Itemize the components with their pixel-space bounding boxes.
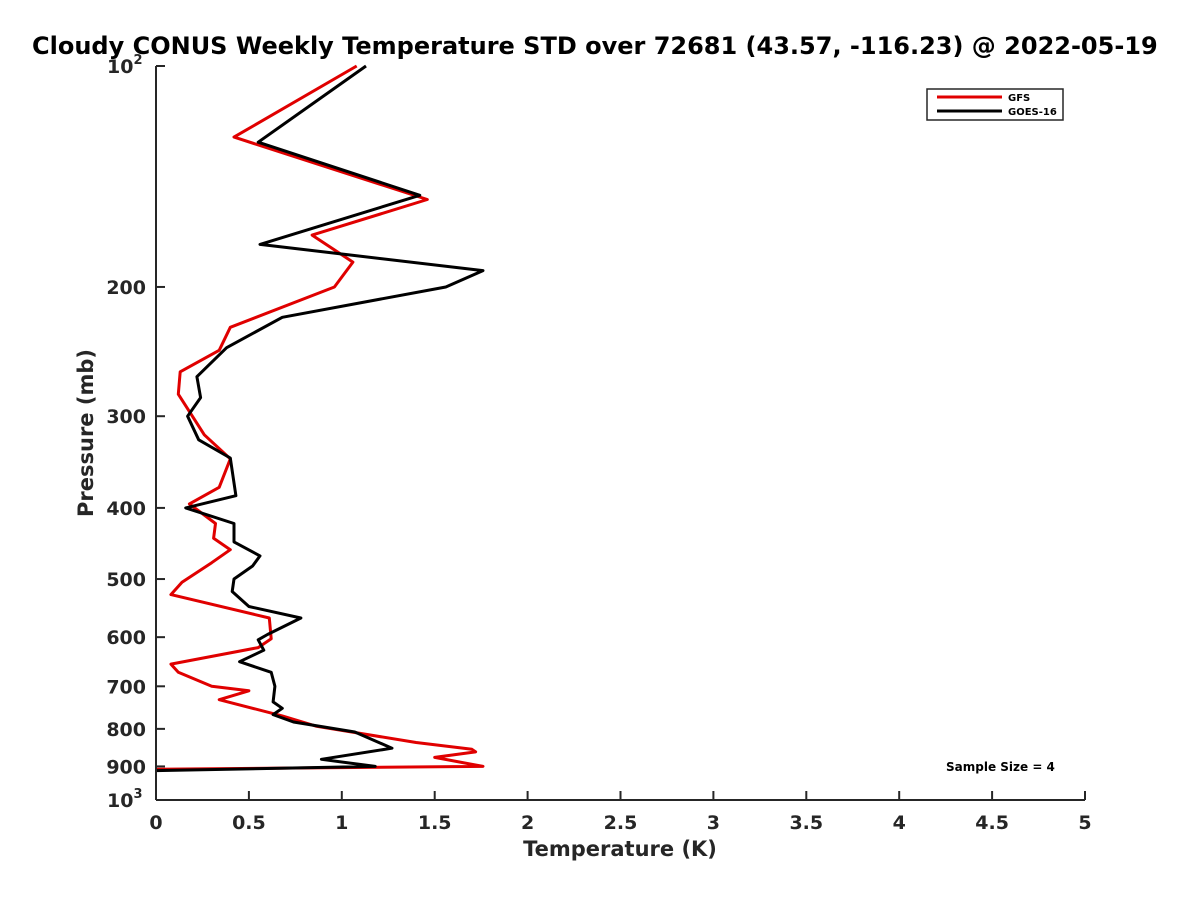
legend-box [926,88,1064,121]
x-axis-ticks: 0 0.5 1 1.5 2 2.5 3 3.5 4 4.5 5 [149,791,1092,834]
series-line-gfs [155,64,485,771]
x-tick-label: 5 [1078,812,1091,834]
y-tick-label: 800 [106,719,146,741]
y-tick-label: 400 [106,498,146,520]
y-tick-label: 102 [107,53,143,78]
y-axis-label: Pressure (mb) [74,349,98,517]
axes [155,66,1085,801]
legend: GFS GOES-16 [926,88,1064,121]
x-tick-label: 4 [893,812,906,834]
series-line-goes-16 [155,64,485,773]
x-tick-label: 2 [521,812,534,834]
legend-label: GOES-16 [1008,107,1057,118]
y-tick-label: 103 [107,787,143,812]
y-tick-label: 500 [106,569,146,591]
x-tick-label: 2.5 [604,812,638,834]
y-tick-label: 200 [106,277,146,299]
series-layer [155,64,485,773]
y-axis-ticks: 102 200 300 400 500 600 700 800 900 103 [106,53,165,812]
x-axis-label: Temperature (K) [523,837,717,861]
x-tick-label: 1 [335,812,348,834]
sample-size-annotation: Sample Size = 4 [946,760,1055,774]
legend-label: GFS [1008,93,1030,104]
x-tick-label: 4.5 [975,812,1009,834]
x-tick-label: 0.5 [232,812,266,834]
x-tick-label: 3 [707,812,720,834]
x-tick-label: 3.5 [789,812,823,834]
y-tick-label: 600 [106,627,146,649]
chart-title: Cloudy CONUS Weekly Temperature STD over… [32,32,1158,60]
x-tick-label: 0 [149,812,162,834]
x-tick-label: 1.5 [418,812,452,834]
y-tick-label: 700 [106,676,146,698]
y-tick-label: 300 [106,406,146,428]
y-tick-label: 900 [106,756,146,778]
